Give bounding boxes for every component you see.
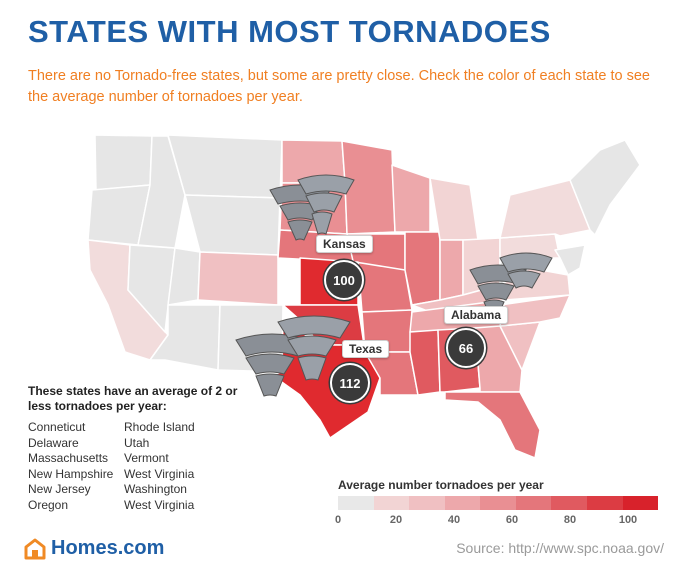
state-colorado <box>197 251 279 306</box>
page-subtitle: There are no Tornado-free states, but so… <box>28 68 650 105</box>
state-new-england <box>569 139 641 236</box>
state-florida <box>444 391 541 459</box>
source-credit: Source: http://www.spc.noaa.gov/ <box>456 540 664 556</box>
legend-tick: 40 <box>447 514 461 526</box>
low-tornado-states-title: These states have an average of 2 or les… <box>28 384 238 413</box>
legend-swatch <box>338 496 374 510</box>
callout-label-alabama: Alabama <box>444 306 509 324</box>
legend-tick: 20 <box>389 514 403 526</box>
page-title: STATES WITH MOST TORNADOES <box>28 14 551 49</box>
list-item: Massachusetts <box>28 451 109 466</box>
tornado-icon <box>235 315 351 397</box>
legend-swatch <box>444 496 481 510</box>
state-maryland-delaware-nj <box>554 244 586 276</box>
list-item: West Virginia <box>124 466 195 481</box>
legend-swatch <box>409 496 445 510</box>
callout-value-alabama: 66 <box>446 328 486 368</box>
legend-swatch <box>622 496 659 510</box>
state-michigan <box>429 177 479 241</box>
state-indiana <box>439 239 464 301</box>
legend-swatch <box>551 496 587 510</box>
list-item: Rhode Island <box>124 420 195 434</box>
callout-label-texas: Texas <box>342 340 390 358</box>
callout-label-kansas: Kansas <box>316 235 373 253</box>
state-montana <box>167 134 283 199</box>
list-item: Conneticut <box>28 420 86 434</box>
state-missouri <box>354 261 413 313</box>
list-item: New Hampshire <box>28 466 114 481</box>
legend-title: Average number tornadoes per year <box>338 478 544 492</box>
legend-tick: 60 <box>505 514 519 526</box>
list-item: West Virginia <box>124 497 195 512</box>
homes-logo[interactable]: Homes.com <box>24 537 164 560</box>
state-wisconsin <box>391 164 431 233</box>
legend-swatch <box>480 496 516 510</box>
legend-color-scale <box>338 496 659 510</box>
legend-swatch <box>373 496 410 510</box>
logo-text: Homes.com <box>51 537 165 559</box>
list-item: Washington <box>124 482 187 497</box>
list-item: Delaware <box>28 435 79 450</box>
list-item: Vermont <box>124 451 169 466</box>
legend-tick: 80 <box>563 514 577 526</box>
list-item: Oregon <box>28 497 69 512</box>
house-icon <box>24 538 46 559</box>
state-wyoming <box>184 194 281 256</box>
state-minnesota <box>341 140 396 235</box>
state-washington <box>94 134 153 191</box>
legend-swatch <box>515 496 552 510</box>
state-mississippi <box>409 329 441 396</box>
list-item: Utah <box>124 435 150 450</box>
low-tornado-states-col2: Rhode Island Utah Vermont West Virginia … <box>124 420 195 514</box>
low-tornado-states-col1: Conneticut Delaware Massachusetts New Ha… <box>28 420 113 514</box>
tornado-icon <box>469 252 553 317</box>
legend-tick: 0 <box>334 514 342 526</box>
state-illinois <box>404 231 441 306</box>
legend-tick: 100 <box>618 514 638 526</box>
tornado-icon <box>269 174 355 241</box>
state-louisiana <box>364 351 419 396</box>
legend-swatch <box>586 496 623 510</box>
list-item: New Jersey <box>28 482 91 497</box>
callout-value-kansas: 100 <box>324 260 364 300</box>
callout-value-texas: 112 <box>330 363 370 403</box>
